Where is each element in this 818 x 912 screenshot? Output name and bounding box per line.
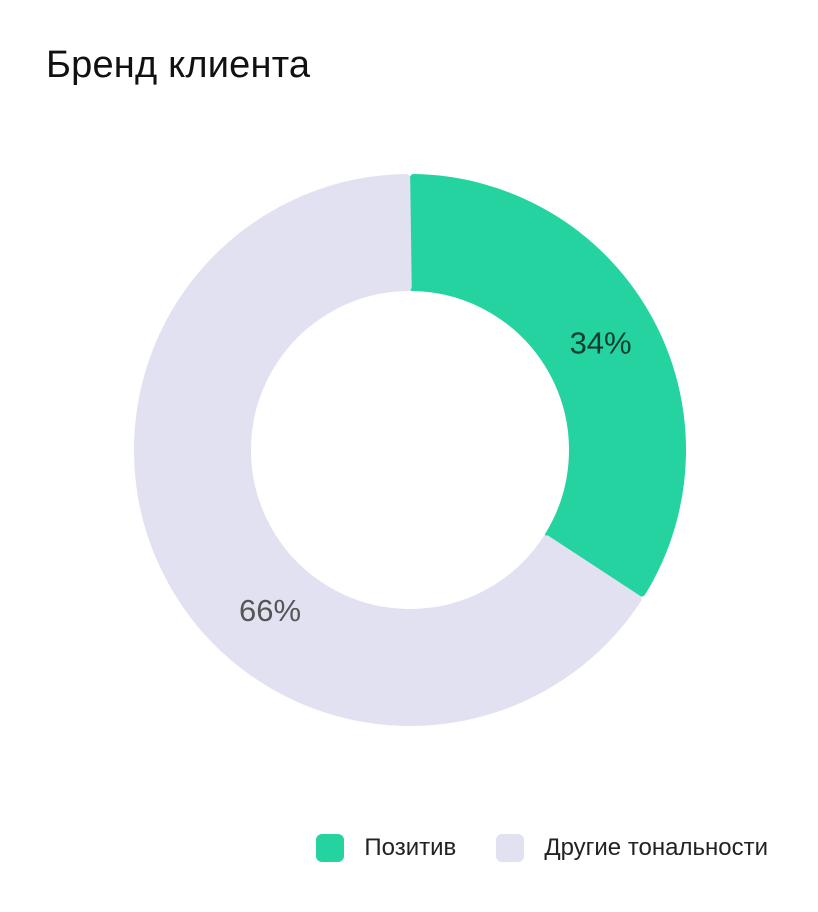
legend-label-positive: Позитив <box>364 834 457 861</box>
slice-label-other: 66% <box>239 593 301 628</box>
slice-label-positive: 34% <box>570 325 632 360</box>
legend-swatch-positive <box>316 834 345 862</box>
legend-swatch-other <box>496 834 525 862</box>
donut-slice-positive[interactable] <box>408 174 686 597</box>
legend-item-positive[interactable]: Позитив <box>316 834 456 862</box>
legend-item-other[interactable]: Другие тональности <box>496 834 768 862</box>
chart-title: Бренд клиента <box>46 44 311 86</box>
donut-slice-other[interactable] <box>134 174 642 726</box>
chart-legend: Позитив Другие тональности <box>316 834 768 862</box>
legend-label-other: Другие тональности <box>544 834 768 861</box>
